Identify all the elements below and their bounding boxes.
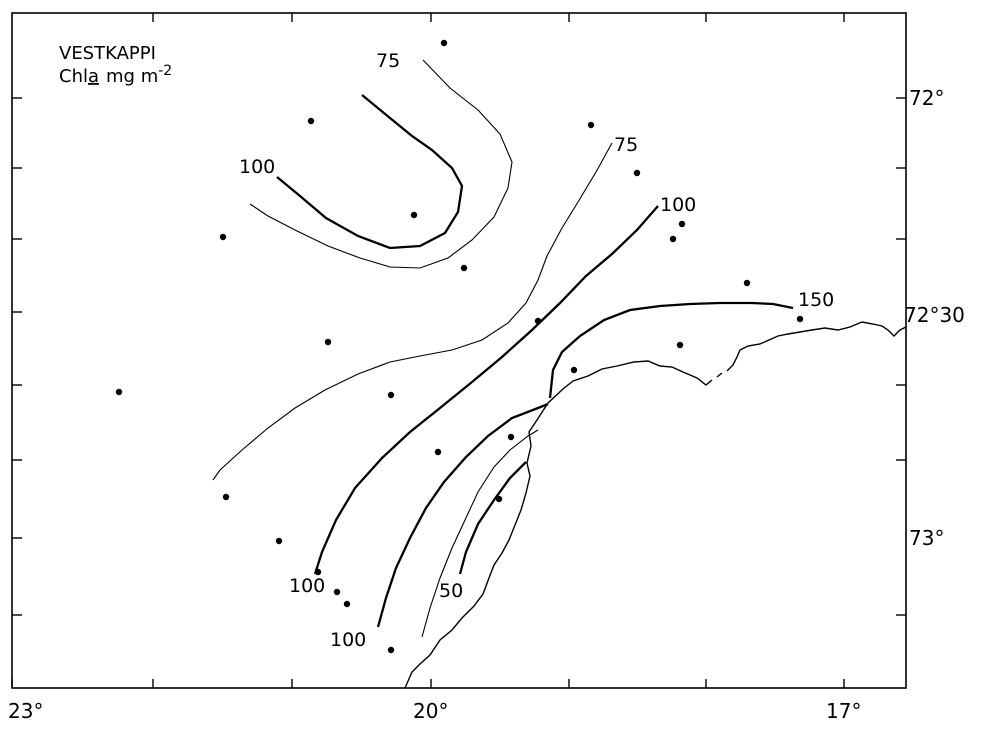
station bbox=[570, 366, 578, 374]
station bbox=[324, 338, 332, 346]
station bbox=[434, 448, 442, 456]
station bbox=[275, 537, 283, 545]
map-subtitle: Chla mg m-2 bbox=[59, 63, 172, 87]
subtitle-unit: mg m bbox=[106, 66, 158, 87]
y-tick-label-72: 72° bbox=[909, 86, 944, 110]
station bbox=[633, 169, 641, 177]
x-tick-label-23: 23° bbox=[8, 699, 43, 723]
y-tick-label-72-30: 72°30 bbox=[904, 303, 965, 327]
contour-100-north bbox=[276, 94, 464, 250]
contour-75-central bbox=[212, 142, 613, 481]
subtitle-chl: Chl bbox=[59, 66, 88, 87]
station bbox=[669, 235, 677, 243]
station bbox=[440, 39, 448, 47]
contour-label-50: 50 bbox=[439, 580, 463, 602]
station bbox=[460, 264, 468, 272]
station bbox=[115, 388, 123, 396]
station bbox=[314, 568, 322, 576]
contour-label-100-southwest: 100 bbox=[289, 575, 325, 597]
station bbox=[222, 493, 230, 501]
station bbox=[507, 433, 515, 441]
station bbox=[387, 391, 395, 399]
coastline bbox=[404, 321, 907, 689]
contour-inner-coast bbox=[421, 429, 539, 638]
subtitle-exponent: -2 bbox=[158, 63, 172, 79]
contour-label-75-central: 75 bbox=[614, 134, 638, 156]
station bbox=[307, 117, 315, 125]
station bbox=[678, 220, 686, 228]
contour-100-central bbox=[313, 205, 659, 575]
contour-label-100-central: 100 bbox=[660, 194, 696, 216]
station bbox=[743, 279, 751, 287]
contours-thick bbox=[276, 94, 794, 628]
station bbox=[534, 317, 542, 325]
station bbox=[343, 600, 351, 608]
x-tick-label-17: 17° bbox=[826, 699, 861, 723]
station bbox=[676, 341, 684, 349]
contour-label-100-south: 100 bbox=[330, 629, 366, 651]
station bbox=[587, 121, 595, 129]
contour-label-75-north: 75 bbox=[376, 50, 400, 72]
station bbox=[410, 211, 418, 219]
contour-label-100-north: 100 bbox=[239, 156, 275, 178]
y-tick-label-73: 73° bbox=[909, 526, 944, 550]
x-tick-label-20: 20° bbox=[413, 699, 448, 723]
station bbox=[495, 495, 503, 503]
top-ticks bbox=[152, 13, 845, 22]
station bbox=[219, 233, 227, 241]
contour-150 bbox=[548, 301, 794, 399]
contours-thin bbox=[212, 59, 613, 638]
station bbox=[333, 588, 341, 596]
contour-50 bbox=[458, 461, 527, 575]
station bbox=[387, 646, 395, 654]
map-title: VESTKAPPI bbox=[59, 43, 156, 64]
stations bbox=[115, 39, 804, 654]
subtitle-a: a bbox=[88, 66, 99, 87]
contour-100-south bbox=[376, 402, 549, 628]
bottom-ticks bbox=[11, 679, 845, 688]
left-ticks bbox=[12, 97, 22, 616]
contour-label-150: 150 bbox=[798, 289, 834, 311]
right-ticks bbox=[896, 97, 906, 616]
station bbox=[796, 315, 804, 323]
map-frame bbox=[11, 12, 907, 689]
contour-75-north bbox=[249, 59, 513, 269]
